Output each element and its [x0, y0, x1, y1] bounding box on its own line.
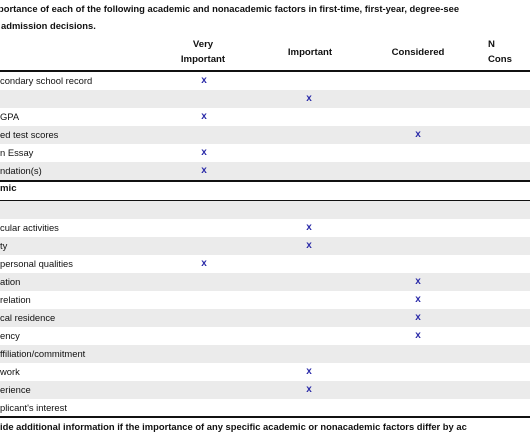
table-row: [0, 201, 530, 219]
rating-mark-important: x: [306, 384, 312, 395]
column-header-very-important-line2: Important: [180, 53, 226, 65]
column-header-considered: Considered: [376, 46, 460, 78]
rating-mark-important: x: [306, 240, 312, 251]
rating-mark-very-important: x: [201, 75, 207, 86]
table-row: plicant's interest: [0, 399, 530, 417]
section-rule-top: [0, 180, 530, 182]
factor-label: ed test scores: [0, 129, 59, 140]
factor-label: personal qualities: [0, 258, 73, 269]
factor-label: n Essay: [0, 147, 34, 158]
factor-label: ndation(s): [0, 165, 42, 176]
factor-label: ation: [0, 276, 21, 287]
table-row: personal qualities x: [0, 255, 530, 273]
rating-mark-important: x: [306, 93, 312, 104]
rating-mark-very-important: x: [201, 258, 207, 269]
academic-factors-table: condary school record x x GPA x ed test score…: [0, 72, 530, 180]
table-row: ffiliation/commitment: [0, 345, 530, 363]
table-row: ency x: [0, 327, 530, 345]
factor-label: ffiliation/commitment: [0, 348, 86, 359]
table-top-rule: [0, 70, 530, 72]
rating-mark-important: x: [306, 366, 312, 377]
intro-line-2: admission decisions.: [1, 20, 96, 31]
table-row: erience x: [0, 381, 530, 399]
factor-label: work: [0, 366, 20, 377]
table-bottom-rule: [0, 416, 530, 418]
factor-label: cal residence: [0, 312, 56, 323]
rating-mark-very-important: x: [201, 165, 207, 176]
table-row: GPA x: [0, 108, 530, 126]
column-header-not-considered-line2: Cons: [488, 53, 512, 65]
rating-mark-very-important: x: [201, 147, 207, 158]
factor-label: cular activities: [0, 222, 59, 233]
rating-mark-considered: x: [415, 312, 421, 323]
table-row: work x: [0, 363, 530, 381]
intro-line-1: portance of each of the following academ…: [0, 3, 460, 14]
column-header-considered-label: Considered: [391, 47, 445, 58]
nonacademic-factors-table: cular activities x ty x personal qualities x a…: [0, 201, 530, 417]
table-row: x: [0, 90, 530, 108]
factor-label: condary school record: [0, 75, 93, 86]
factor-label: plicant's interest: [0, 402, 67, 413]
rating-mark-important: x: [306, 222, 312, 233]
table-row: n Essay x: [0, 144, 530, 162]
rating-mark-considered: x: [415, 276, 421, 287]
table-row: condary school record x: [0, 72, 530, 90]
table-row: ed test scores x: [0, 126, 530, 144]
table-row: cal residence x: [0, 309, 530, 327]
intro-text: portance of each of the following academ…: [0, 0, 530, 34]
table-row: ation x: [0, 273, 530, 291]
column-header-not-considered-line1: N: [488, 39, 495, 50]
column-header-very-important: Very Important: [163, 38, 243, 70]
column-header-important: Important: [268, 46, 352, 78]
column-header-not-considered: N Cons: [488, 38, 530, 70]
factor-label: relation: [0, 294, 31, 305]
section-label-nonacademic: mic: [0, 183, 17, 194]
table-row: cular activities x: [0, 219, 530, 237]
factor-label: GPA: [0, 111, 20, 122]
table-row: ty x: [0, 237, 530, 255]
factor-label: erience: [0, 384, 31, 395]
table-row: relation x: [0, 291, 530, 309]
rating-mark-considered: x: [415, 294, 421, 305]
factor-label: ency: [0, 330, 20, 341]
table-row: ndation(s) x: [0, 162, 530, 180]
rating-mark-very-important: x: [201, 111, 207, 122]
factor-label: ty: [0, 240, 8, 251]
footer-text: ide additional information if the import…: [0, 421, 467, 432]
rating-mark-considered: x: [415, 330, 421, 341]
column-header-important-label: Important: [287, 47, 333, 58]
column-header-very-important-line1: Very: [192, 39, 214, 50]
rating-mark-considered: x: [415, 129, 421, 140]
